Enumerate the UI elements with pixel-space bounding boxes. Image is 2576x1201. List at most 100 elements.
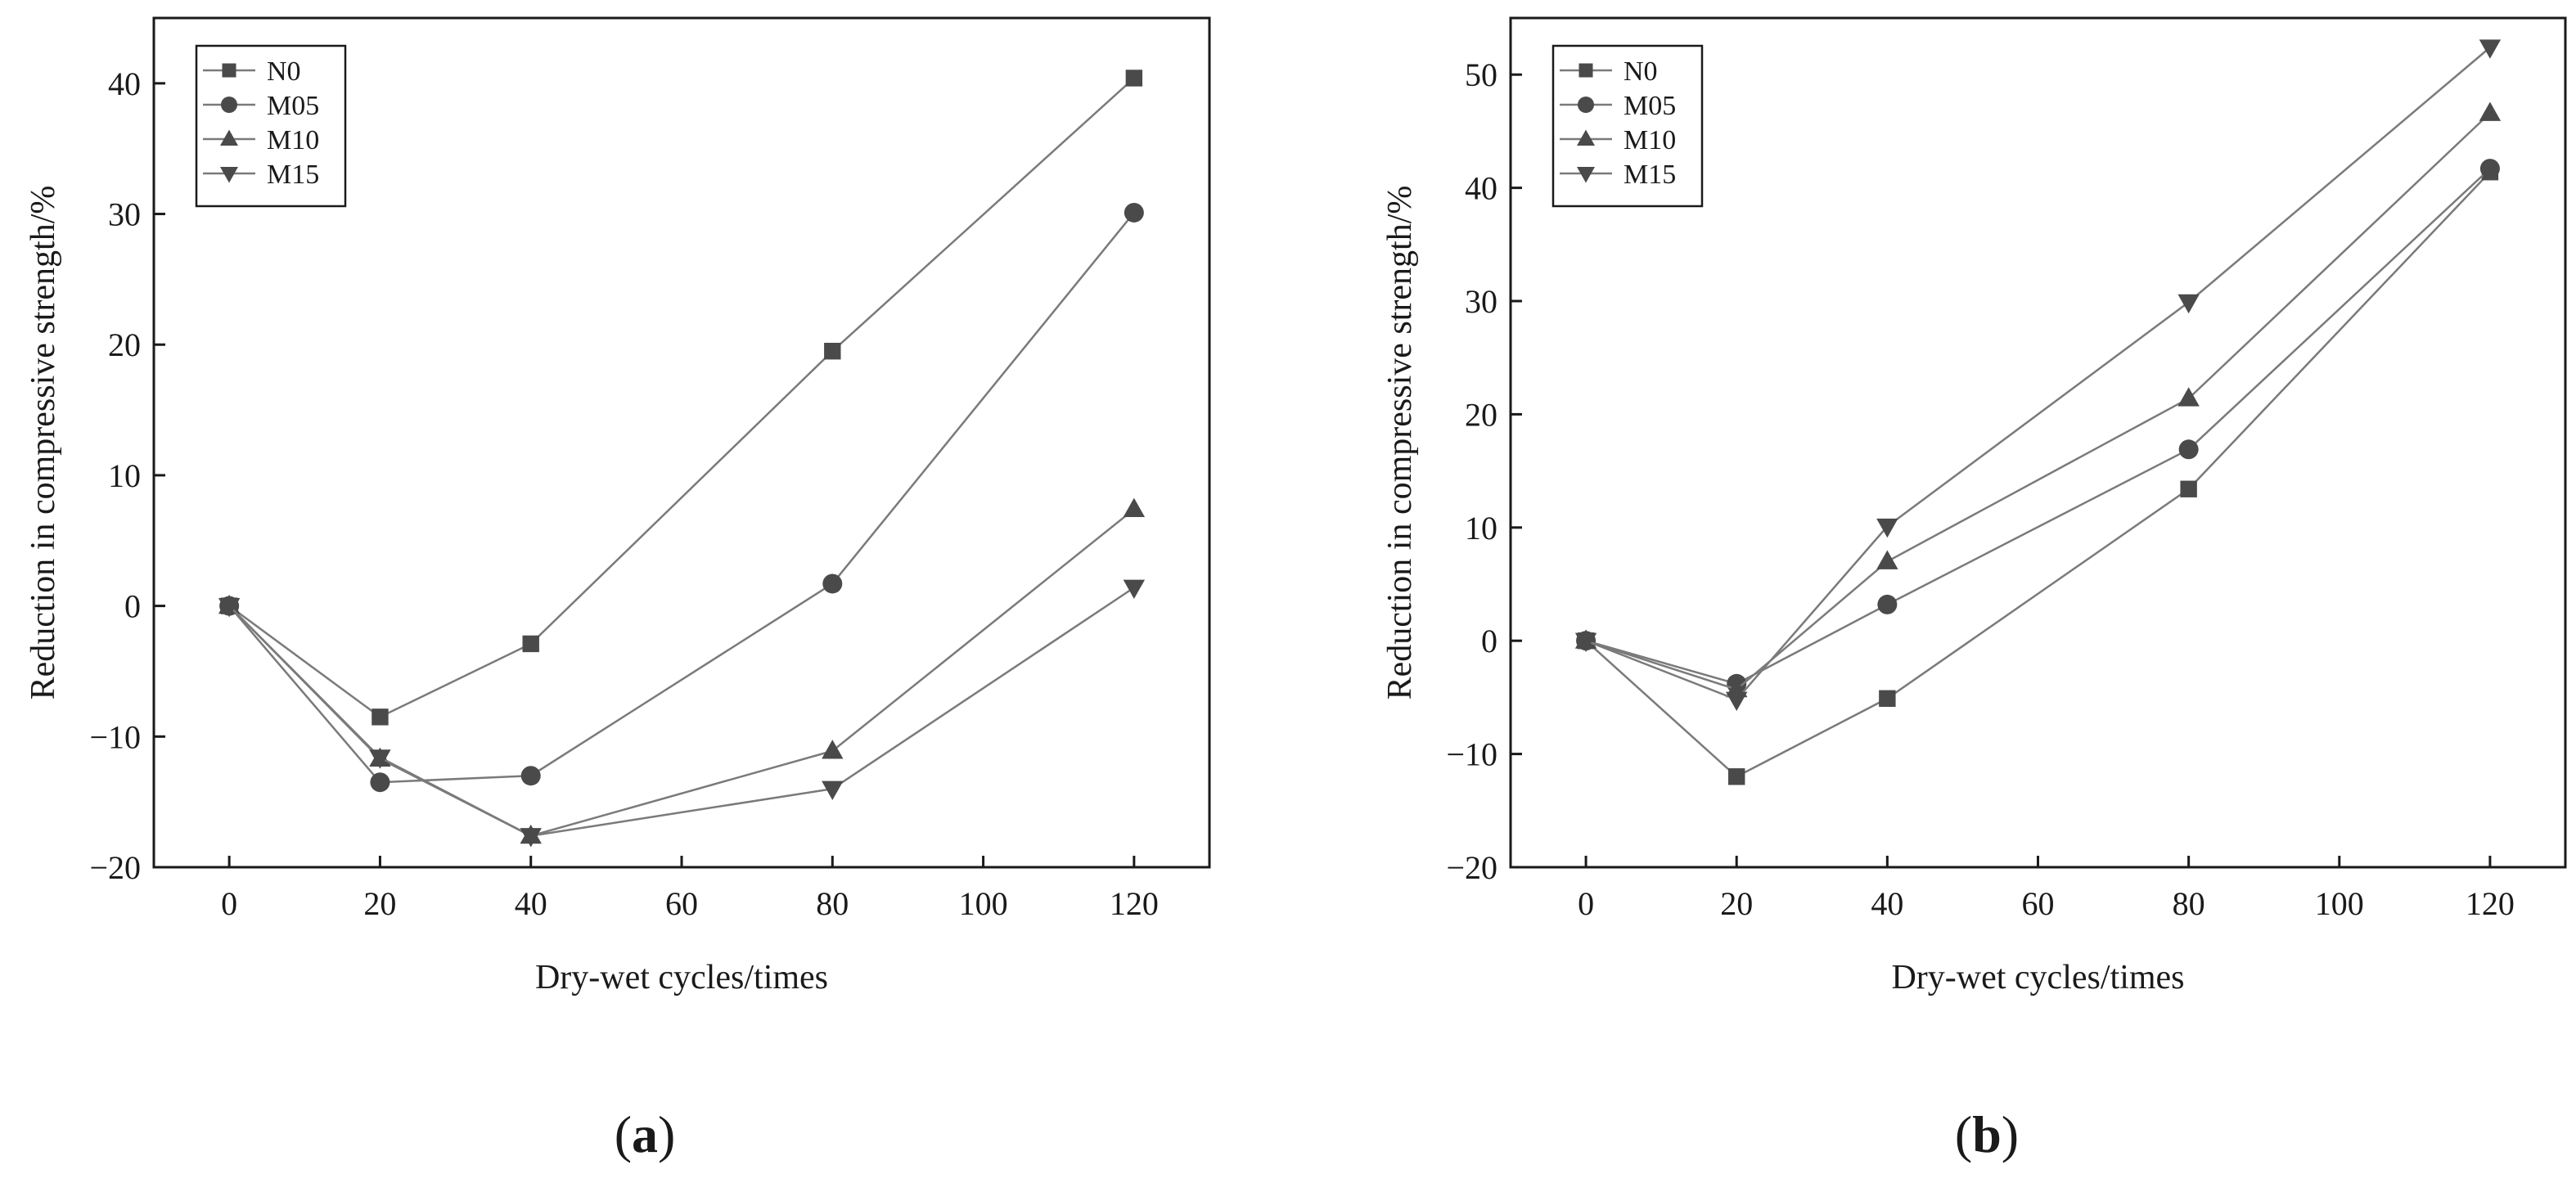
data-point-m05 [2178, 439, 2199, 460]
x-tick-label: 100 [959, 885, 1008, 922]
legend-marker-m15 [220, 167, 238, 183]
y-tick-label: 10 [108, 457, 141, 494]
legend-marker-n0 [1578, 63, 1593, 78]
y-tick-label: 30 [108, 196, 141, 233]
y-axis-title: Reduction in compressive strength/% [25, 186, 62, 700]
series-m05 [1576, 159, 2500, 694]
x-tick-label: 60 [665, 885, 698, 922]
x-axis-title: Dry-wet cycles/times [535, 959, 828, 996]
data-point-m15 [218, 598, 241, 618]
y-tick-label: 50 [1465, 56, 1497, 93]
series-line-m10 [1585, 112, 2491, 691]
data-point-m10 [1876, 550, 1898, 569]
x-tick-label: 80 [2173, 885, 2205, 922]
legend-label: M10 [1624, 125, 1676, 155]
data-point-m15 [822, 780, 844, 800]
series-m15 [1574, 39, 2502, 711]
legend-entry-n0: N0 [1560, 56, 1658, 87]
legend-marker-m05 [221, 97, 237, 113]
x-tick-label: 40 [515, 885, 547, 922]
legend-marker-m10 [1577, 129, 1595, 146]
x-tick-label: 40 [1871, 885, 1903, 922]
series-line-m10 [228, 508, 1135, 838]
data-point-m15 [520, 828, 542, 848]
data-point-n0 [1125, 70, 1143, 87]
series-m10 [218, 497, 1146, 844]
panel-caption: (a) [615, 1105, 676, 1163]
data-point-m15 [2177, 294, 2200, 314]
legend-box [1551, 44, 1704, 208]
x-tick-label: 20 [1720, 885, 1753, 922]
data-point-n0 [2180, 480, 2197, 497]
legend-entry-m15: M15 [203, 160, 319, 190]
x-tick-label: 0 [1578, 885, 1594, 922]
legend-marker-m15 [1577, 167, 1595, 183]
data-point-m10 [822, 740, 844, 759]
data-point-n0 [824, 343, 841, 360]
panel-b-chart: 0 20 40 60 80 100 120 −20 −10 0 10 20 30 40 50 Dry-wet … [1381, 16, 2567, 1163]
panel-caption: (b) [1955, 1105, 2019, 1163]
data-point-m05 [822, 574, 843, 594]
legend-entry-n0: N0 [203, 56, 301, 87]
data-point-m05 [1877, 594, 1898, 614]
data-point-m15 [1574, 632, 1597, 652]
data-point-m10 [2177, 387, 2200, 407]
y-tick-label: 20 [1465, 396, 1497, 433]
y-tick-label: −10 [1446, 736, 1497, 773]
data-point-m05 [2479, 159, 2500, 179]
data-point-m10 [2479, 101, 2502, 121]
legend-entry-m05: M05 [203, 91, 319, 121]
panel-a-chart: 0 20 40 60 80 100 120 −20 −10 0 10 20 30 40 Dry-wet cy… [25, 16, 1211, 1163]
legend-marker-n0 [222, 63, 236, 78]
legend-label: M05 [267, 91, 319, 121]
legend-label: M15 [267, 160, 319, 190]
legend-label: N0 [1624, 56, 1658, 87]
legend-label: N0 [267, 56, 301, 87]
series-m15 [218, 579, 1146, 848]
data-point-m05 [1124, 202, 1144, 223]
series-line-n0 [1585, 171, 2491, 778]
legend-label: M10 [267, 125, 319, 155]
data-point-n0 [372, 708, 389, 726]
series-line-m15 [1585, 47, 2491, 701]
data-point-n0 [1879, 690, 1896, 707]
x-axis-title: Dry-wet cycles/times [1891, 959, 2184, 996]
legend-label: M15 [1624, 160, 1676, 190]
data-point-m10 [1123, 497, 1146, 518]
data-point-m15 [1876, 518, 1898, 538]
legend-marker-m05 [1578, 97, 1594, 113]
x-tick-label: 0 [221, 885, 237, 922]
x-tick-label: 80 [816, 885, 849, 922]
data-point-n0 [522, 635, 539, 653]
y-tick-label: 10 [1465, 510, 1497, 547]
series-n0 [220, 70, 1143, 726]
legend: N0 M05 M10 M15 [195, 44, 347, 208]
legend-marker-m10 [220, 129, 238, 146]
legend-box [195, 44, 347, 208]
y-tick-label: 0 [1481, 623, 1497, 659]
y-tick-label: 30 [1465, 283, 1497, 320]
y-tick-label: 0 [124, 588, 141, 625]
legend-entry-m10: M10 [1560, 125, 1676, 155]
series-line-m15 [228, 587, 1135, 837]
data-point-n0 [1728, 768, 1745, 785]
x-tick-label: 100 [2315, 885, 2364, 922]
y-axis-title: Reduction in compressive strength/% [1381, 186, 1419, 700]
series-line-m05 [1585, 168, 2491, 686]
y-tick-label: −20 [1446, 849, 1497, 886]
legend-entry-m05: M05 [1560, 91, 1676, 121]
data-point-m15 [1726, 691, 1748, 711]
data-point-m15 [369, 749, 391, 769]
legend-entry-m10: M10 [203, 125, 319, 155]
legend: N0 M05 M10 M15 [1551, 44, 1704, 208]
data-point-m15 [1123, 579, 1146, 600]
y-tick-label: 40 [1465, 170, 1497, 207]
x-tick-label: 120 [1110, 885, 1159, 922]
y-tick-label: −20 [89, 849, 141, 886]
y-tick-label: 20 [108, 326, 141, 363]
series-line-n0 [228, 77, 1135, 718]
series-m10 [1574, 101, 2502, 698]
data-point-m15 [2479, 39, 2502, 59]
data-point-m05 [520, 766, 541, 786]
